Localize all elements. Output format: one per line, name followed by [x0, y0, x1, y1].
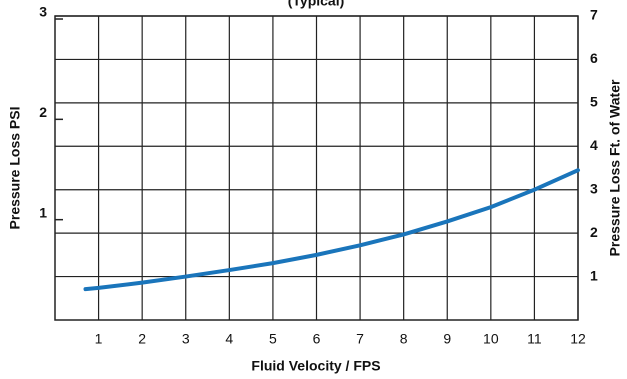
x-tick-label: 12 [570, 331, 586, 347]
x-tick-label: 3 [182, 331, 190, 347]
y2-tick-label: 1 [590, 267, 598, 283]
x-tick-label: 7 [356, 331, 364, 347]
data-line [83, 168, 580, 292]
chart-title: (Typical) [288, 0, 345, 9]
y-axis-label: Pressure Loss PSI [7, 107, 23, 230]
y2-tick-label: 6 [590, 50, 598, 66]
y2-tick-label: 5 [590, 94, 598, 110]
y-tick-label: 1 [39, 204, 47, 220]
x-tick-label: 9 [443, 331, 451, 347]
y2-axis-label: Pressure Loss Ft. of Water [607, 79, 623, 256]
x-tick-label: 11 [527, 331, 542, 347]
x-tick-label: 4 [225, 331, 233, 347]
x-tick-label: 2 [138, 331, 146, 347]
y2-tick-label: 7 [590, 7, 598, 23]
x-tick-label: 8 [400, 331, 408, 347]
x-tick-label: 5 [269, 331, 277, 347]
x-axis-label: Fluid Velocity / FPS [251, 358, 380, 374]
y2-tick-label: 4 [590, 137, 598, 153]
y-tick-label: 3 [39, 4, 47, 20]
y-tick-label: 2 [39, 104, 47, 120]
y2-tick-label: 3 [590, 180, 598, 196]
x-tick-label: 1 [95, 331, 103, 347]
x-tick-label: 10 [483, 331, 499, 347]
x-tick-label: 6 [313, 331, 321, 347]
y2-tick-label: 2 [590, 224, 598, 240]
